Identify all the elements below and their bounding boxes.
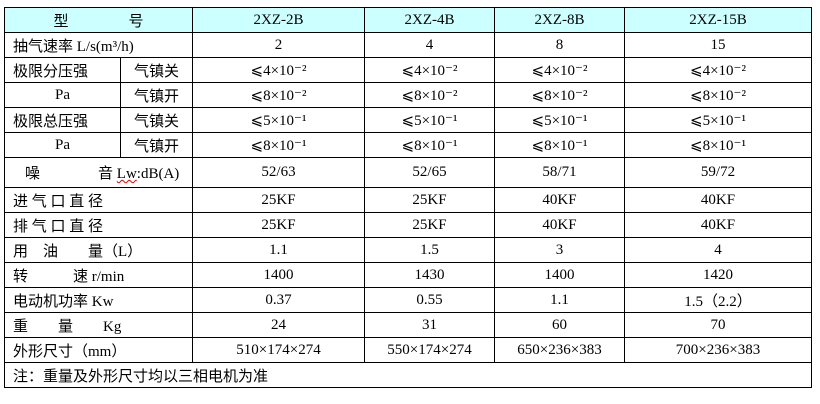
cell: ⩽8×10⁻² [624,82,813,108]
model-cell: 2XZ-4B [364,7,496,33]
cell: 25KF [364,187,496,213]
cell: 650×236×383 [494,337,626,363]
table-row: 进 气 口 直 径 25KF 25KF 40KF 40KF [3,187,813,213]
cell: 8 [494,32,626,58]
cell: 25KF [192,187,366,213]
cell: ⩽8×10⁻² [192,82,366,108]
cell: 25KF [192,212,366,238]
sub-label: 气镇开 [119,82,194,108]
cell: 1.1 [192,237,366,263]
cell: 70 [624,312,813,338]
table-row: 极限分压强 气镇关 ⩽4×10⁻² ⩽4×10⁻² ⩽4×10⁻² ⩽4×10⁻… [4,57,813,83]
cell: 0.37 [192,287,366,313]
cell: 58/71 [494,157,626,188]
cell: ⩽5×10⁻¹ [192,107,366,133]
row-label: 电动机功率 Kw [3,287,194,313]
table-row: 噪 音 Lw:dB(A) 52/63 52/65 58/71 59/72 [3,157,813,188]
model-cell: 2XZ-8B [494,7,626,33]
cell: ⩽5×10⁻¹ [364,107,496,133]
table-row: 排 气 口 直 径 25KF 25KF 40KF 40KF [3,212,813,238]
sub-label: 气镇关 [119,107,194,133]
sub-label: 气镇关 [119,57,194,83]
cell: 59/72 [624,157,813,188]
cell: 1420 [624,262,813,288]
cell: ⩽8×10⁻² [494,82,626,108]
noise-unit: Lw [116,166,137,182]
row-label: 重 量 Kg [3,312,194,338]
cell: ⩽8×10⁻¹ [364,132,496,158]
cell: ⩽5×10⁻¹ [624,107,813,133]
model-cell: 2XZ-15B [624,7,813,33]
cell: 0.55 [364,287,496,313]
table-row: 转 速 r/min 1400 1430 1400 1420 [3,262,813,288]
row-label: 转 速 r/min [3,262,194,288]
row-label: 极限总压强 [4,107,121,133]
cell: 31 [364,312,496,338]
cell: 40KF [624,187,813,213]
cell: ⩽8×10⁻¹ [192,132,366,158]
cell: 40KF [494,187,626,213]
row-label: 抽气速率 L/s(m³/h) [3,32,194,58]
header-row: 型 号 2XZ-2B 2XZ-4B 2XZ-8B 2XZ-15B [3,7,813,33]
noise-label-b: 音 [98,166,114,182]
cell: 550×174×274 [364,337,496,363]
spec-table: 型 号 2XZ-2B 2XZ-4B 2XZ-8B 2XZ-15B 抽气速率 L/… [3,7,813,388]
cell: 510×174×274 [192,337,366,363]
cell: ⩽4×10⁻² [494,57,626,83]
cell: 24 [192,312,366,338]
row-label: 外形尺寸（mm） [3,337,194,363]
noise-unit-rest: :dB(A) [136,166,180,182]
cell: 1.5 [364,237,496,263]
note-row: 注：重量及外形尺寸均以三相电机为准 [3,362,813,388]
cell: 1400 [192,262,366,288]
cell: 2 [192,32,366,58]
cell: 1.1 [494,287,626,313]
row-label: 极限分压强 [4,57,121,83]
unit-label: Pa [4,132,121,158]
unit-label: Pa [4,82,121,108]
sub-label: 气镇开 [119,132,194,158]
note: 注：重量及外形尺寸均以三相电机为准 [3,362,813,388]
model-label: 型 号 [3,7,194,33]
table-row: 抽气速率 L/s(m³/h) 2 4 8 15 [3,32,813,58]
table-row: Pa 气镇开 ⩽8×10⁻² ⩽8×10⁻² ⩽8×10⁻² ⩽8×10⁻² [4,82,813,108]
table-row: 外形尺寸（mm） 510×174×274 550×174×274 650×236… [3,337,813,363]
cell: 52/65 [364,157,496,188]
cell: ⩽4×10⁻² [192,57,366,83]
cell: 40KF [624,212,813,238]
cell: 1.5（2.2） [624,287,813,313]
row-label: 排 气 口 直 径 [3,212,194,238]
cell: 15 [624,32,813,58]
row-label: 噪 音 Lw:dB(A) [3,157,194,188]
cell: 1430 [364,262,496,288]
model-cell: 2XZ-2B [192,7,366,33]
table-row: 用 油 量（L） 1.1 1.5 3 4 [3,237,813,263]
table-row: 重 量 Kg 24 31 60 70 [3,312,813,338]
cell: 4 [364,32,496,58]
cell: 25KF [364,212,496,238]
table-row: Pa 气镇开 ⩽8×10⁻¹ ⩽8×10⁻¹ ⩽8×10⁻¹ ⩽8×10⁻¹ [4,132,813,158]
cell: ⩽5×10⁻¹ [494,107,626,133]
row-label: 进 气 口 直 径 [3,187,194,213]
cell: 4 [624,237,813,263]
cell: 700×236×383 [624,337,813,363]
cell: ⩽8×10⁻¹ [624,132,813,158]
cell: 1400 [494,262,626,288]
cell: 52/63 [192,157,366,188]
cell: ⩽4×10⁻² [624,57,813,83]
table-row: 电动机功率 Kw 0.37 0.55 1.1 1.5（2.2） [3,287,813,313]
cell: ⩽8×10⁻² [364,82,496,108]
cell: 3 [494,237,626,263]
table-row: 极限总压强 气镇关 ⩽5×10⁻¹ ⩽5×10⁻¹ ⩽5×10⁻¹ ⩽5×10⁻… [4,107,813,133]
cell: 60 [494,312,626,338]
cell: ⩽8×10⁻¹ [494,132,626,158]
cell: 40KF [494,212,626,238]
row-label: 用 油 量（L） [3,237,194,263]
noise-label-a: 噪 [25,166,41,182]
cell: ⩽4×10⁻² [364,57,496,83]
